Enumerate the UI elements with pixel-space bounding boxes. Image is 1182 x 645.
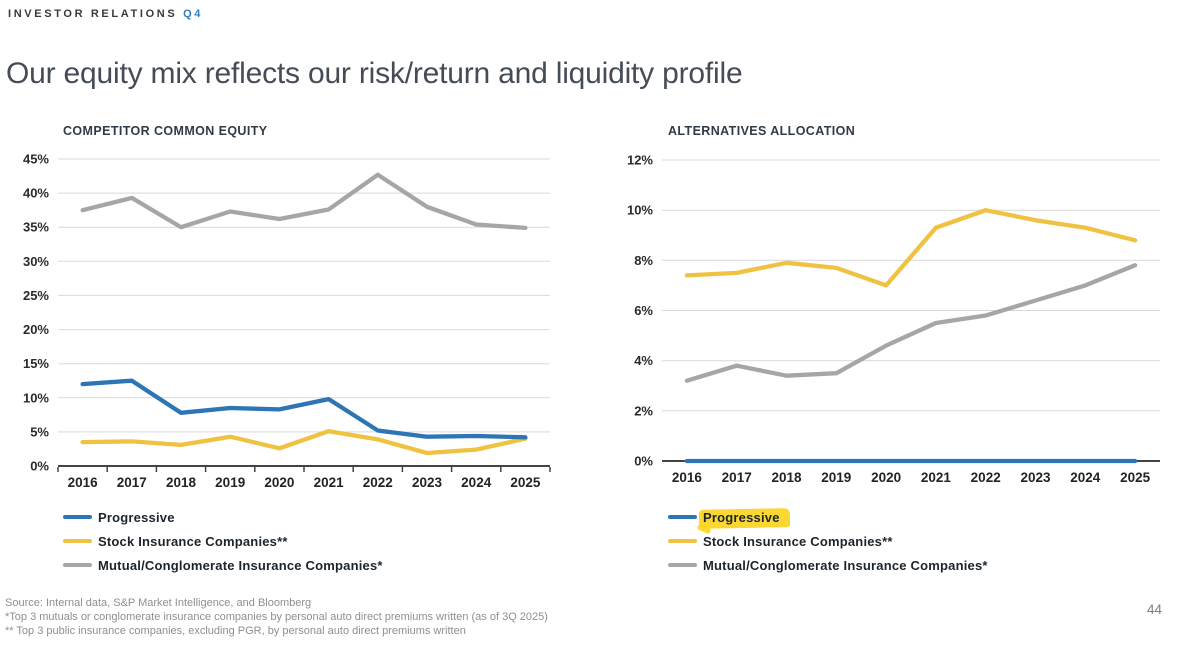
svg-text:12%: 12% (627, 153, 653, 168)
svg-text:35%: 35% (23, 220, 49, 235)
svg-text:2025: 2025 (1120, 470, 1151, 485)
svg-text:2016: 2016 (68, 475, 99, 490)
svg-text:20%: 20% (23, 322, 49, 337)
legend-label: Progressive (98, 509, 175, 525)
svg-text:2019: 2019 (821, 470, 851, 485)
svg-text:40%: 40% (23, 186, 49, 201)
svg-text:0%: 0% (634, 454, 653, 469)
legend-line-swatch-icon (668, 515, 697, 519)
eyebrow: INVESTOR RELATIONS Q4 (8, 8, 203, 20)
legend-item: Stock Insurance Companies** (63, 529, 383, 553)
eyebrow-text: INVESTOR RELATIONS (8, 8, 178, 20)
legend-item: Progressive (63, 505, 383, 529)
legend-label: Mutual/Conglomerate Insurance Companies* (703, 557, 988, 573)
svg-text:2016: 2016 (672, 470, 703, 485)
svg-text:2023: 2023 (412, 475, 443, 490)
svg-text:2022: 2022 (971, 470, 1001, 485)
footnote-public: ** Top 3 public insurance companies, exc… (5, 625, 466, 637)
legend-competitor-common-equity: Progressive Stock Insurance Companies** Mu… (63, 505, 383, 577)
alternatives-allocation-chart: 0% 2% 4% 6% 8% 10% 12% 2016 2017 2018 2019 2020 2021… (627, 153, 1160, 485)
footnote-mutuals: *Top 3 mutuals or conglomerate insurance… (5, 611, 548, 623)
svg-text:2021: 2021 (314, 475, 345, 490)
legend-line-swatch-icon (63, 515, 92, 519)
svg-text:2022: 2022 (363, 475, 393, 490)
page-number: 44 (1146, 602, 1162, 617)
eyebrow-quarter: Q4 (183, 8, 204, 20)
svg-text:2017: 2017 (117, 475, 147, 490)
chart-title-competitor-common-equity: COMPETITOR COMMON EQUITY (63, 124, 268, 138)
svg-text:10%: 10% (23, 390, 49, 405)
svg-text:6%: 6% (634, 303, 653, 318)
svg-text:0%: 0% (30, 459, 49, 474)
legend-alternatives-allocation: Progressive Stock Insurance Companies** Mu… (668, 505, 988, 577)
svg-text:2017: 2017 (722, 470, 752, 485)
footnotes: Source: Internal data, S&P Market Intell… (5, 596, 548, 638)
legend-label: Progressive (703, 509, 780, 525)
chart-title-alternatives-allocation: ALTERNATIVES ALLOCATION (668, 124, 856, 138)
svg-text:15%: 15% (23, 356, 49, 371)
svg-text:2021: 2021 (921, 470, 952, 485)
svg-text:2%: 2% (634, 403, 653, 418)
svg-text:10%: 10% (627, 203, 653, 218)
legend-line-swatch-icon (63, 563, 92, 567)
svg-text:2020: 2020 (264, 475, 294, 490)
source-line: Source: Internal data, S&P Market Intell… (5, 597, 312, 609)
svg-text:2020: 2020 (871, 470, 901, 485)
legend-label: Mutual/Conglomerate Insurance Companies* (98, 557, 383, 573)
svg-text:4%: 4% (634, 353, 653, 368)
legend-line-swatch-icon (668, 539, 697, 543)
page-title: Our equity mix reflects our risk/return … (6, 57, 743, 90)
svg-text:2018: 2018 (771, 470, 802, 485)
competitor-common-equity-chart: 0% 5% 10% 15% 20% 25% 30% 35% 40% 45% 2016 2017 2018… (23, 152, 551, 490)
svg-text:2019: 2019 (215, 475, 245, 490)
svg-text:8%: 8% (634, 253, 653, 268)
legend-item: Mutual/Conglomerate Insurance Companies* (668, 553, 988, 577)
svg-text:2023: 2023 (1020, 470, 1051, 485)
legend-item: Progressive (668, 505, 988, 529)
svg-text:2025: 2025 (510, 475, 541, 490)
svg-text:2024: 2024 (461, 475, 492, 490)
svg-text:2018: 2018 (166, 475, 197, 490)
legend-line-swatch-icon (63, 539, 92, 543)
svg-text:5%: 5% (30, 424, 49, 439)
legend-item: Mutual/Conglomerate Insurance Companies* (63, 553, 383, 577)
svg-text:25%: 25% (23, 288, 49, 303)
legend-item: Stock Insurance Companies** (668, 529, 988, 553)
svg-text:30%: 30% (23, 254, 49, 269)
legend-label: Stock Insurance Companies** (703, 533, 893, 549)
svg-text:45%: 45% (23, 152, 49, 167)
svg-text:2024: 2024 (1070, 470, 1101, 485)
legend-label: Stock Insurance Companies** (98, 533, 288, 549)
legend-line-swatch-icon (668, 563, 697, 567)
